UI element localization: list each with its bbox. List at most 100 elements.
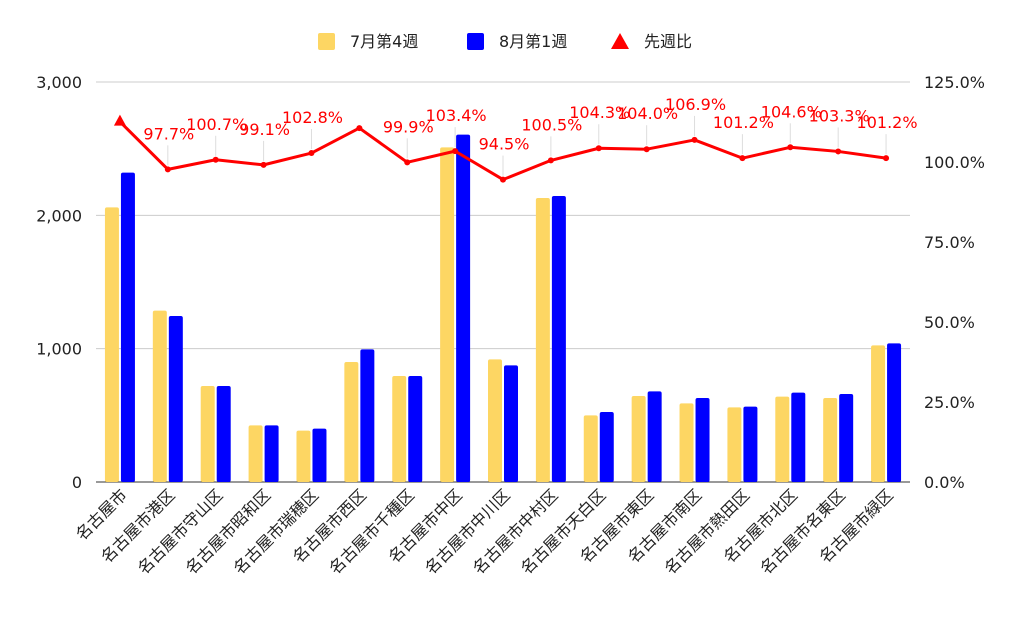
bar-week-aug1	[456, 134, 471, 482]
ratio-data-label: 99.1%	[239, 120, 290, 139]
y-left-tick-label: 1,000	[36, 340, 82, 359]
bar-week-aug1	[791, 392, 806, 482]
ratio-point	[643, 146, 650, 153]
ratio-point	[547, 157, 554, 164]
x-tick-label: 名古屋市昭和区	[182, 485, 275, 578]
ratio-point	[212, 156, 219, 163]
ratio-data-label: 104.3%	[569, 103, 630, 122]
ratio-point	[164, 166, 171, 173]
y-left-tick-label: 3,000	[36, 73, 82, 92]
bar-week-aug1	[312, 428, 327, 482]
x-tick-label: 名古屋市熱田区	[661, 485, 754, 578]
bar-week-aug1	[887, 343, 902, 482]
bar-week-jul4	[535, 198, 550, 482]
ratio-point	[739, 155, 746, 162]
bar-week-aug1	[360, 349, 375, 482]
bar-week-aug1	[695, 398, 710, 482]
x-tick-label: 名古屋市守山区	[134, 485, 227, 578]
bar-week-aug1	[504, 365, 518, 482]
y-right-tick-label: 50.0%	[924, 313, 975, 332]
ratio-data-label: 104.0%	[617, 104, 678, 123]
ratio-point	[883, 155, 890, 162]
bar-week-aug1	[839, 394, 854, 482]
bar-week-aug1	[551, 196, 566, 482]
bar-week-jul4	[775, 396, 790, 482]
legend-item-week-jul4: 7月第4週	[318, 32, 418, 51]
ratio-point	[787, 144, 794, 151]
legend: 7月第4週 8月第1週 先週比	[318, 32, 692, 51]
ratio-point	[356, 125, 363, 132]
bar-week-jul4	[631, 396, 646, 482]
ratio-data-label: 94.5%	[479, 135, 530, 154]
bar-week-aug1	[647, 391, 662, 482]
bar-week-aug1	[264, 425, 279, 482]
ratio-data-label: 101.2%	[857, 113, 918, 132]
x-tick-label: 名古屋市千種区	[325, 485, 418, 578]
legend-label: 先週比	[644, 32, 692, 51]
y-right-tick-label: 75.0%	[924, 233, 975, 252]
ratio-data-label: 101.2%	[713, 113, 774, 132]
x-tick-label: 名古屋市瑞穂区	[230, 485, 323, 578]
ratio-point	[452, 148, 459, 155]
bar-week-aug1	[743, 406, 758, 482]
ratio-point	[500, 176, 506, 183]
y-right-tick-label: 0.0%	[924, 473, 965, 492]
bar-week-jul4	[248, 425, 263, 482]
legend-swatch	[318, 33, 335, 50]
ratio-data-label: 103.4%	[426, 106, 487, 125]
ratio-data-label: 97.7%	[143, 124, 194, 143]
gridlines	[96, 81, 910, 483]
bar-week-jul4	[344, 362, 359, 482]
x-tick-label: 名古屋市天白区	[517, 485, 610, 578]
y-axis-left: 0 1,000 2,000 3,000	[36, 73, 82, 492]
x-tick-label: 名古屋市中村区	[469, 485, 562, 578]
bar-week-jul4	[823, 398, 838, 482]
legend-swatch	[467, 33, 484, 50]
bar-week-aug1	[168, 316, 183, 482]
y-right-tick-label: 100.0%	[924, 153, 985, 172]
legend-swatch	[611, 33, 629, 49]
bar-week-jul4	[200, 386, 215, 482]
ratio-data-label: 106.9%	[665, 95, 726, 114]
ratio-data-label: 100.7%	[186, 115, 247, 134]
ratio-point	[260, 161, 267, 168]
legend-item-ratio: 先週比	[611, 32, 692, 51]
bar-week-jul4	[392, 376, 407, 482]
bar-week-jul4	[104, 207, 119, 483]
bar-week-jul4	[440, 147, 455, 483]
bar-week-jul4	[296, 430, 311, 482]
y-right-tick-label: 125.0%	[924, 73, 985, 92]
bars	[104, 134, 902, 483]
line-series	[113, 114, 890, 183]
legend-label: 8月第1週	[499, 32, 567, 51]
ratio-point	[595, 145, 602, 152]
ratio-point	[691, 136, 698, 143]
ratio-data-label: 99.9%	[383, 117, 434, 136]
bar-week-jul4	[727, 407, 742, 482]
y-left-tick-label: 0	[72, 473, 82, 492]
ratio-data-label: 100.5%	[521, 115, 582, 134]
ratio-point	[308, 150, 315, 157]
ratio-data-label: 102.8%	[282, 108, 343, 127]
x-axis: 名古屋市名古屋市港区名古屋市守山区名古屋市昭和区名古屋市瑞穂区名古屋市西区名古屋…	[72, 485, 897, 578]
y-right-tick-label: 25.0%	[924, 393, 975, 412]
bar-week-jul4	[679, 403, 694, 482]
y-axis-right: 0.0% 25.0% 50.0% 75.0% 100.0% 125.0%	[924, 73, 985, 492]
data-labels: 97.7%100.7%99.1%102.8% 99.9%103.4%94.5%10…	[143, 95, 918, 176]
legend-item-week-aug1: 8月第1週	[467, 32, 567, 51]
bar-week-jul4	[871, 345, 886, 482]
bar-week-jul4	[488, 359, 502, 482]
x-tick-label: 名古屋市名東区	[756, 485, 849, 578]
bar-week-aug1	[408, 376, 423, 482]
ratio-point	[404, 159, 411, 166]
bar-week-jul4	[152, 310, 167, 482]
ratio-point	[113, 114, 126, 126]
ratio-data-label: 104.6%	[761, 102, 822, 121]
bar-week-jul4	[583, 415, 598, 482]
x-tick-label: 名古屋市中川区	[421, 485, 514, 578]
y-left-tick-label: 2,000	[36, 206, 82, 225]
legend-label: 7月第4週	[350, 32, 418, 51]
bar-week-aug1	[120, 172, 135, 482]
